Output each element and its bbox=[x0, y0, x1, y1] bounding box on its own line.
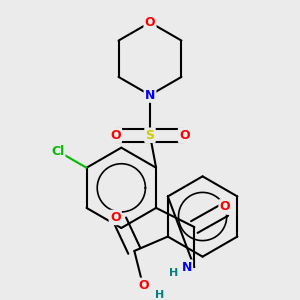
Text: O: O bbox=[110, 129, 121, 142]
Text: Cl: Cl bbox=[51, 145, 64, 158]
Text: H: H bbox=[169, 268, 178, 278]
Text: S: S bbox=[146, 129, 154, 142]
Text: O: O bbox=[179, 129, 190, 142]
Text: O: O bbox=[139, 279, 149, 292]
Text: O: O bbox=[220, 200, 230, 214]
Text: H: H bbox=[154, 290, 164, 300]
Text: O: O bbox=[145, 16, 155, 29]
Text: O: O bbox=[110, 211, 121, 224]
Text: N: N bbox=[182, 261, 192, 274]
Text: N: N bbox=[145, 88, 155, 102]
